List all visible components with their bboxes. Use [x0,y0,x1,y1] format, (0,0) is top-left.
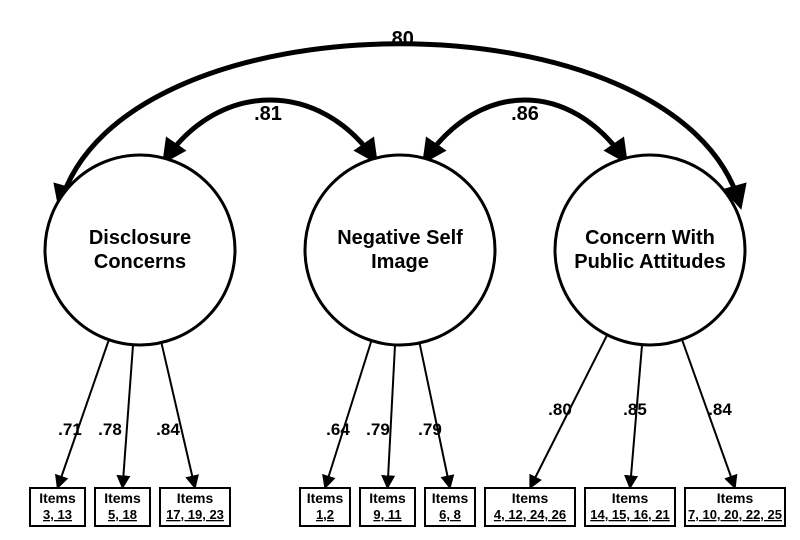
factor-label: Negative Self [337,227,463,249]
item-box-title: Items [39,490,76,506]
loading-value: .80 [548,400,572,419]
correlation-value: .86 [511,103,539,125]
factor-circles: DisclosureConcerns Negative SelfImage Conc… [45,155,745,345]
factor-circle [555,155,745,345]
loading-value: .71 [58,420,82,439]
item-box-title: Items [717,490,754,506]
item-box-items: 17, 19, 23 [166,507,224,522]
item-boxes: Items3, 13Items5, 18Items17, 19, 23Items… [30,488,785,526]
factor-circle [305,155,495,345]
factor-circle [45,155,235,345]
factor-label: Disclosure [89,227,191,249]
loading-value: .79 [366,420,390,439]
factor-label: Image [371,251,429,273]
loading-arrow [58,340,109,488]
factor-label: Concerns [94,251,186,273]
item-box-title: Items [432,490,469,506]
loading-arrow [161,343,195,488]
item-box-items: 6, 8 [439,507,461,522]
factor-label: Concern With [585,227,715,249]
loading-arrow [123,345,134,488]
item-box-items: 14, 15, 16, 21 [590,507,670,522]
item-box-title: Items [369,490,406,506]
loading-arrow [325,341,371,488]
item-box-items: 3, 13 [43,507,72,522]
item-box-title: Items [177,490,214,506]
item-box-items: 1,2 [316,507,334,522]
correlation-value: .81 [254,103,282,125]
item-box-title: Items [307,490,344,506]
item-box-items: 4, 12, 24, 26 [494,507,566,522]
loading-arrow [420,343,450,488]
sem-path-diagram: .80 .81 .86 DisclosureConcerns Negative Sel… [0,0,800,540]
loading-value: .64 [326,420,350,439]
item-box-title: Items [612,490,649,506]
item-box-title: Items [512,490,549,506]
loading-value: .84 [156,420,180,439]
item-box-title: Items [104,490,141,506]
loading-value: .84 [708,400,732,419]
item-box-items: 5, 18 [108,507,137,522]
loading-value: .79 [418,420,442,439]
factor-loadings: .71 .78 .84 .64 .79 .79 .80 .85 .84 [58,335,736,488]
item-box-items: 9, 11 [373,507,401,522]
loading-value: .85 [623,400,647,419]
item-box-items: 7, 10, 20, 22, 25 [688,507,782,522]
factor-label: Public Attitudes [574,251,725,273]
loading-arrow [388,345,396,488]
correlation-value: .80 [386,28,414,50]
loading-value: .78 [98,420,122,439]
